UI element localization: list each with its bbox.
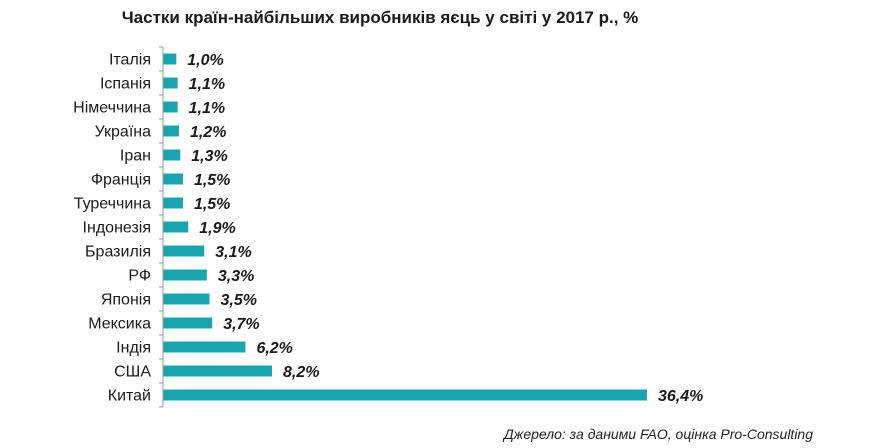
bar	[163, 77, 178, 89]
bar	[163, 173, 183, 185]
value-label: 1,5%	[194, 172, 230, 189]
bar	[163, 149, 181, 161]
value-label: 6,2%	[256, 340, 292, 357]
category-label: Німеччина	[73, 100, 151, 117]
bar	[163, 317, 213, 329]
bar	[163, 269, 207, 281]
value-label: 3,3%	[218, 268, 254, 285]
category-label: РФ	[128, 268, 151, 285]
bar	[163, 101, 178, 113]
value-label: 1,1%	[189, 100, 225, 117]
category-label: Іспанія	[100, 76, 151, 93]
category-label: Україна	[95, 124, 152, 141]
chart-title: Частки країн-найбільших виробників яєць …	[121, 8, 639, 27]
value-label: 36,4%	[658, 388, 703, 405]
category-ticks	[159, 46, 163, 408]
value-label: 8,2%	[283, 364, 319, 381]
value-label: 3,1%	[215, 244, 251, 261]
category-label: Бразилія	[85, 244, 151, 261]
bar	[163, 389, 647, 401]
bar	[163, 293, 210, 305]
value-label: 1,2%	[190, 124, 226, 141]
bar	[163, 245, 205, 257]
value-labels: 1,0% 1,1% 1,1% 1,2% 1,3% 1,5% 1,5% 1,9% 3,1% 3,3%…	[187, 52, 703, 405]
category-label: США	[114, 364, 151, 381]
category-label: Індія	[116, 340, 151, 357]
value-label: 3,7%	[223, 316, 259, 333]
value-label: 1,1%	[189, 76, 225, 93]
category-label: Туреччина	[74, 196, 151, 213]
bar	[163, 221, 189, 233]
category-label: Китай	[108, 388, 151, 405]
bar	[163, 341, 246, 353]
bar	[163, 197, 183, 209]
category-label: Мексика	[88, 316, 151, 333]
category-label: Франція	[91, 172, 151, 189]
value-label: 3,5%	[221, 292, 257, 309]
bars-layer	[163, 53, 647, 401]
bar	[163, 125, 179, 137]
category-label: Італія	[109, 52, 151, 69]
category-label: Індонезія	[83, 220, 151, 237]
value-label: 1,9%	[199, 220, 235, 237]
chart-source-note: Джерело: за даними FAO, оцінка Pro-Consu…	[503, 426, 813, 442]
category-label: Японія	[101, 292, 151, 309]
value-label: 1,5%	[194, 196, 230, 213]
bar	[163, 365, 273, 377]
value-label: 1,3%	[191, 148, 227, 165]
category-label: Іран	[120, 148, 151, 165]
value-label: 1,0%	[187, 52, 223, 69]
category-labels: Італія Іспанія Німеччина Україна Іран Франція…	[73, 52, 151, 405]
bar	[163, 53, 177, 65]
